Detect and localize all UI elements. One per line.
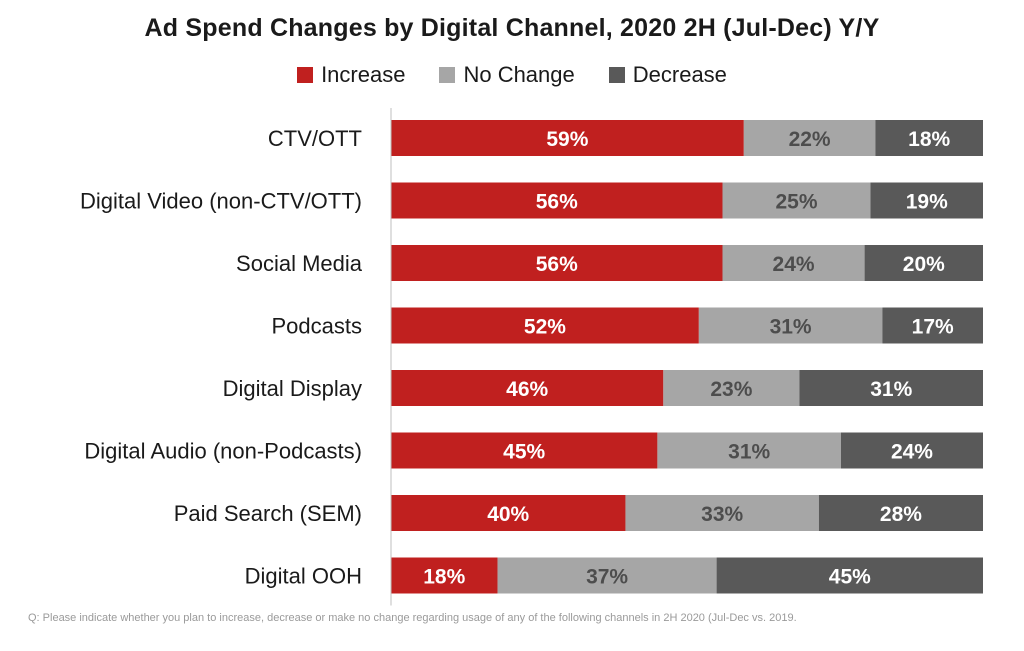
- category-label-digital-audio-non-podcasts: Digital Audio (non-Podcasts): [84, 439, 362, 464]
- data-label-no-change-paid-search-sem: 33%: [701, 503, 743, 526]
- data-label-increase-ctv-ott: 59%: [546, 128, 588, 151]
- bar-increase-ctv-ott: [391, 120, 744, 156]
- bar-no-change-digital-ooh: [497, 557, 717, 594]
- bar-decrease-ctv-ott: [875, 120, 983, 156]
- legend-swatch-no-change: [439, 67, 456, 83]
- bar-decrease-podcasts: [882, 307, 983, 344]
- bar-decrease-social-media: [864, 245, 983, 281]
- data-label-no-change-digital-video-non-ctv-ott: 25%: [776, 191, 818, 214]
- data-label-increase-podcasts: 52%: [524, 316, 566, 339]
- data-label-decrease-digital-video-non-ctv-ott: 19%: [906, 191, 948, 214]
- bar-no-change-ctv-ott: [743, 120, 876, 156]
- bar-decrease-paid-search-sem: [818, 495, 983, 531]
- footnote: Q: Please indicate whether you plan to i…: [28, 612, 797, 624]
- bar-no-change-social-media: [722, 245, 865, 281]
- legend-item-decrease: Decrease: [608, 62, 727, 88]
- data-label-decrease-digital-display: 31%: [870, 378, 912, 401]
- bar-decrease-digital-ooh: [716, 557, 983, 594]
- data-label-decrease-podcasts: 17%: [912, 316, 954, 339]
- data-label-increase-digital-display: 46%: [506, 378, 548, 401]
- data-label-increase-digital-audio-non-podcasts: 45%: [503, 441, 545, 464]
- category-label-ctv-ott: CTV/OTT: [268, 126, 362, 151]
- category-label-social-media: Social Media: [236, 251, 363, 276]
- bar-increase-digital-video-non-ctv-ott: [391, 182, 723, 219]
- data-label-increase-digital-video-non-ctv-ott: 56%: [536, 191, 578, 214]
- data-label-decrease-ctv-ott: 18%: [908, 128, 950, 151]
- legend-swatch-decrease: [608, 67, 625, 83]
- bar-decrease-digital-display: [799, 370, 983, 406]
- data-label-no-change-digital-ooh: 37%: [586, 566, 628, 589]
- bar-no-change-paid-search-sem: [625, 495, 819, 531]
- bar-increase-digital-ooh: [391, 557, 498, 594]
- data-label-decrease-digital-ooh: 45%: [829, 566, 871, 589]
- data-label-decrease-social-media: 20%: [903, 253, 945, 276]
- legend-label-decrease: Decrease: [632, 62, 727, 87]
- bar-no-change-digital-display: [663, 370, 800, 406]
- legend-swatch-increase: [297, 67, 314, 83]
- bar-decrease-digital-video-non-ctv-ott: [870, 182, 983, 219]
- bar-no-change-digital-audio-non-podcasts: [657, 432, 841, 469]
- legend: Increase No Change Decrease: [0, 62, 1024, 88]
- legend-item-no-change: No Change: [439, 62, 575, 88]
- data-label-no-change-digital-audio-non-podcasts: 31%: [728, 441, 770, 464]
- category-label-paid-search-sem: Paid Search (SEM): [174, 501, 362, 526]
- data-label-no-change-ctv-ott: 22%: [789, 128, 831, 151]
- legend-item-increase: Increase: [297, 62, 405, 88]
- bar-decrease-digital-audio-non-podcasts: [840, 432, 983, 469]
- data-label-increase-digital-ooh: 18%: [423, 566, 465, 589]
- data-label-no-change-digital-display: 23%: [710, 378, 752, 401]
- bar-no-change-digital-video-non-ctv-ott: [722, 182, 871, 219]
- data-label-no-change-podcasts: 31%: [770, 316, 812, 339]
- data-label-increase-social-media: 56%: [536, 253, 578, 276]
- bar-increase-paid-search-sem: [391, 495, 626, 531]
- data-label-increase-paid-search-sem: 40%: [487, 503, 529, 526]
- bar-increase-podcasts: [391, 307, 699, 344]
- category-label-digital-display: Digital Display: [223, 376, 362, 401]
- data-label-decrease-paid-search-sem: 28%: [880, 503, 922, 526]
- category-label-digital-ooh: Digital OOH: [245, 564, 362, 589]
- bar-increase-digital-display: [391, 370, 664, 406]
- bar-increase-social-media: [391, 245, 723, 281]
- data-label-decrease-digital-audio-non-podcasts: 24%: [891, 441, 933, 464]
- category-label-digital-video-non-ctv-ott: Digital Video (non-CTV/OTT): [80, 189, 362, 214]
- legend-label-no-change: No Change: [463, 62, 575, 87]
- category-label-podcasts: Podcasts: [272, 314, 363, 339]
- bar-increase-digital-audio-non-podcasts: [391, 432, 658, 469]
- bar-no-change-podcasts: [698, 307, 883, 344]
- chart-title: Ad Spend Changes by Digital Channel, 202…: [144, 14, 880, 42]
- data-label-no-change-social-media: 24%: [773, 253, 815, 276]
- legend-label-increase: Increase: [321, 62, 406, 87]
